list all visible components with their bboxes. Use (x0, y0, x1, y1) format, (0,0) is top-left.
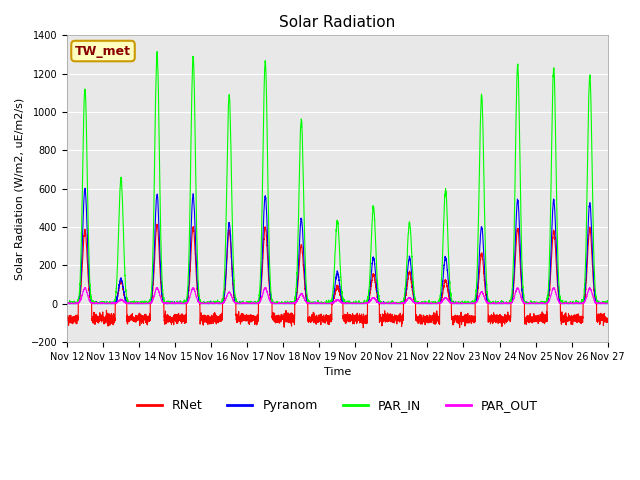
Line: PAR_IN: PAR_IN (67, 51, 608, 303)
PAR_OUT (459, 300, 467, 306)
Text: TW_met: TW_met (75, 45, 131, 58)
PAR_IN (161, 299, 168, 305)
PAR_IN (490, 300, 497, 306)
PAR_IN (459, 298, 467, 304)
PAR_OUT (604, 300, 611, 306)
Pyranom (317, 300, 325, 306)
RNet (63, 314, 71, 320)
Pyranom (604, 300, 611, 306)
RNet (459, 317, 467, 323)
PAR_OUT (189, 285, 197, 290)
PAR_IN (63, 300, 71, 306)
RNet (161, 318, 168, 324)
PAR_OUT (63, 300, 71, 306)
RNet (153, 221, 161, 227)
RNet (360, 325, 367, 331)
Y-axis label: Solar Radiation (W/m2, uE/m2/s): Solar Radiation (W/m2, uE/m2/s) (15, 97, 25, 280)
PAR_IN (154, 48, 161, 54)
Line: PAR_OUT: PAR_OUT (67, 288, 608, 303)
PAR_OUT (604, 300, 612, 306)
Line: Pyranom: Pyranom (67, 188, 608, 303)
PAR_IN (63, 300, 71, 306)
PAR_OUT (317, 300, 325, 306)
Pyranom (604, 300, 612, 306)
PAR_IN (317, 300, 325, 306)
Title: Solar Radiation: Solar Radiation (279, 15, 396, 30)
RNet (429, 315, 436, 321)
Pyranom (81, 185, 89, 191)
Legend: RNet, Pyranom, PAR_IN, PAR_OUT: RNet, Pyranom, PAR_IN, PAR_OUT (132, 394, 543, 417)
RNet (604, 316, 611, 322)
PAR_IN (604, 300, 611, 306)
PAR_OUT (160, 300, 168, 306)
PAR_IN (604, 300, 612, 306)
Pyranom (429, 300, 436, 305)
Pyranom (489, 300, 497, 306)
PAR_IN (429, 300, 436, 306)
RNet (604, 316, 612, 322)
PAR_OUT (489, 300, 497, 305)
X-axis label: Time: Time (324, 367, 351, 377)
Pyranom (459, 300, 467, 306)
RNet (317, 311, 325, 317)
Pyranom (63, 300, 71, 306)
RNet (490, 313, 497, 319)
Line: RNet: RNet (67, 224, 608, 328)
Pyranom (161, 300, 168, 306)
PAR_OUT (429, 300, 436, 306)
